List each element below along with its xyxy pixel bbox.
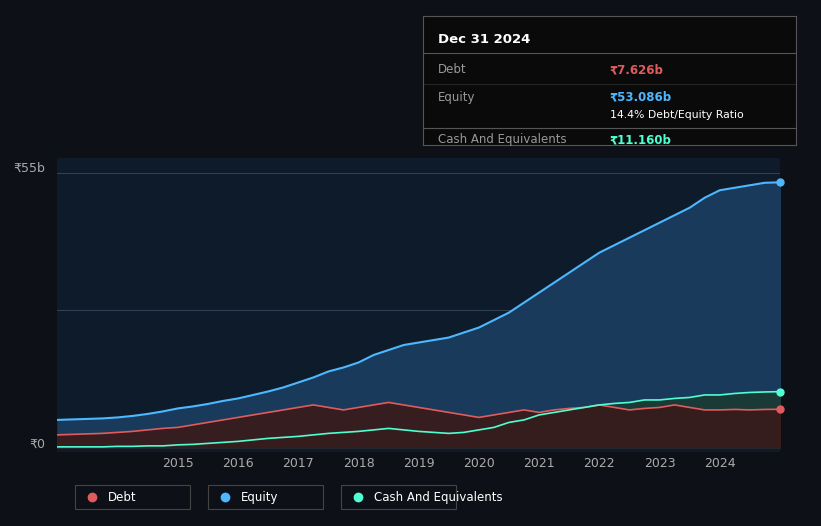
Text: Debt: Debt (438, 64, 466, 76)
Text: ₹11.160b: ₹11.160b (609, 133, 672, 146)
Text: ₹0: ₹0 (30, 438, 45, 451)
Text: Equity: Equity (241, 491, 279, 503)
Text: 14.4% Debt/Equity Ratio: 14.4% Debt/Equity Ratio (609, 110, 743, 120)
Text: ₹7.626b: ₹7.626b (609, 64, 663, 76)
Text: Cash And Equivalents: Cash And Equivalents (438, 133, 566, 146)
Text: Cash And Equivalents: Cash And Equivalents (374, 491, 503, 503)
Text: ₹55b: ₹55b (13, 162, 45, 175)
FancyBboxPatch shape (209, 485, 323, 509)
FancyBboxPatch shape (342, 485, 456, 509)
Text: ₹53.086b: ₹53.086b (609, 90, 672, 104)
Text: Dec 31 2024: Dec 31 2024 (438, 33, 530, 46)
Text: Debt: Debt (108, 491, 137, 503)
FancyBboxPatch shape (76, 485, 190, 509)
Text: Equity: Equity (438, 90, 475, 104)
